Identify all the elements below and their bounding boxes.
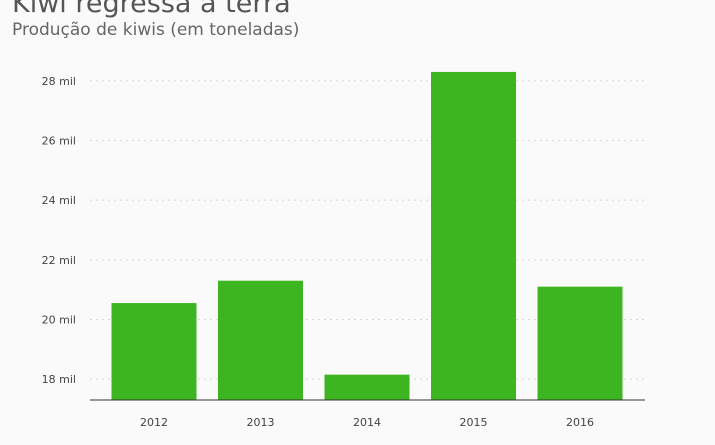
- bar-2014: [324, 374, 410, 400]
- x-tick-label: 2015: [460, 416, 488, 429]
- chart-title: Kiwi regressa à terra: [12, 0, 291, 19]
- bar-2012: [111, 303, 197, 400]
- bar-2015: [431, 71, 516, 401]
- x-axis-ticks: 2012 2013 2014 2015 2016: [140, 416, 594, 429]
- x-tick-label: 2014: [353, 416, 381, 429]
- bar-2013: [218, 280, 303, 400]
- y-axis-ticks: 18 mil 20 mil 22 mil 24 mil 26 mil 28 mil: [42, 75, 76, 386]
- x-tick-label: 2013: [247, 416, 275, 429]
- y-tick-label: 24 mil: [42, 194, 76, 207]
- y-tick-label: 22 mil: [42, 254, 76, 267]
- x-tick-label: 2012: [140, 416, 168, 429]
- y-tick-label: 28 mil: [42, 75, 76, 88]
- bars: [111, 71, 623, 401]
- y-tick-label: 26 mil: [42, 135, 76, 148]
- x-tick-label: 2016: [566, 416, 594, 429]
- chart-subtitle: Produção de kiwis (em toneladas): [12, 20, 300, 40]
- bar-2016: [537, 286, 623, 400]
- y-tick-label: 20 mil: [42, 313, 76, 326]
- y-tick-label: 18 mil: [42, 373, 76, 386]
